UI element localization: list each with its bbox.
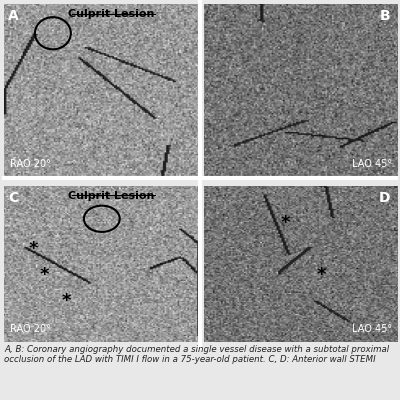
Text: *: * <box>28 240 38 258</box>
Text: B: B <box>380 9 390 23</box>
Text: RAO 20°: RAO 20° <box>10 159 51 169</box>
Text: RAO 20°: RAO 20° <box>10 324 51 334</box>
Text: *: * <box>61 292 71 310</box>
Text: Culprit Lesion: Culprit Lesion <box>68 191 154 201</box>
Text: LAO 45°: LAO 45° <box>352 324 392 334</box>
Text: C: C <box>8 191 18 205</box>
Text: LAO 45°: LAO 45° <box>352 159 392 169</box>
Text: A: A <box>8 9 19 23</box>
Text: *: * <box>40 266 50 284</box>
Text: *: * <box>317 266 326 284</box>
Text: *: * <box>281 214 290 232</box>
Text: D: D <box>379 191 390 205</box>
Text: A, B: Coronary angiography documented a single vessel disease with a subtotal pr: A, B: Coronary angiography documented a … <box>4 345 389 364</box>
Text: Culprit Lesion: Culprit Lesion <box>68 9 154 19</box>
